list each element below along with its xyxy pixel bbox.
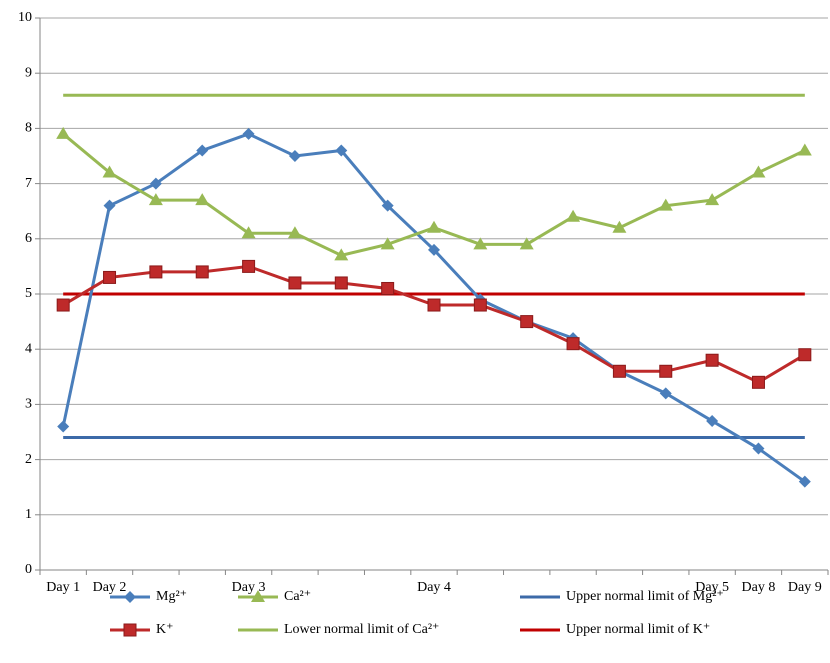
point	[752, 442, 765, 455]
y-tick-label: 8	[25, 121, 32, 136]
point	[149, 265, 163, 279]
point	[659, 364, 673, 378]
point	[473, 237, 488, 250]
point	[195, 193, 210, 206]
point	[706, 414, 719, 427]
y-tick-label: 1	[25, 507, 32, 522]
legend-marker	[251, 590, 265, 602]
point	[473, 298, 487, 312]
point	[103, 199, 116, 212]
point	[102, 165, 117, 178]
point	[334, 248, 349, 261]
x-tick-label: Day 3	[232, 580, 266, 595]
point	[242, 127, 255, 140]
x-tick-label: Day 8	[742, 580, 776, 595]
point	[335, 144, 348, 157]
legend-marker	[124, 591, 136, 603]
point	[56, 126, 71, 139]
point	[659, 387, 672, 400]
point	[798, 348, 812, 362]
point	[751, 165, 766, 178]
y-tick-label: 6	[25, 231, 32, 246]
point	[566, 337, 580, 351]
point	[612, 364, 626, 378]
y-tick-label: 10	[18, 10, 32, 25]
x-tick-label: Day 5	[695, 580, 729, 595]
point	[56, 298, 70, 312]
point	[519, 237, 534, 250]
point	[381, 281, 395, 295]
series-line	[62, 132, 806, 257]
series-line	[62, 264, 806, 385]
point	[705, 193, 720, 206]
point	[428, 243, 440, 256]
legend-label: Mg²⁺	[156, 589, 187, 604]
point	[427, 298, 441, 312]
x-tick-label: Day 4	[417, 580, 451, 595]
y-tick-label: 3	[25, 397, 32, 412]
legend-marker	[123, 623, 137, 637]
point	[149, 177, 162, 190]
legend-label: Lower normal limit of Ca²⁺	[284, 622, 439, 637]
point	[288, 150, 301, 162]
x-tick-label: Day 2	[93, 580, 127, 595]
point	[705, 353, 719, 367]
point	[381, 199, 394, 212]
point	[566, 209, 581, 222]
y-tick-label: 9	[25, 65, 32, 80]
point	[427, 220, 441, 233]
point	[242, 259, 256, 273]
point	[103, 270, 117, 284]
x-tick-label: Day 1	[46, 580, 80, 595]
legend-label: Upper normal limit of K⁺	[566, 622, 710, 637]
legend-label: Ca²⁺	[284, 589, 311, 604]
y-tick-label: 7	[25, 176, 32, 191]
point	[380, 237, 395, 250]
point	[658, 198, 673, 211]
point	[797, 143, 812, 156]
point	[798, 475, 811, 488]
point	[196, 144, 209, 157]
point	[334, 276, 348, 290]
legend-label: K⁺	[156, 622, 174, 637]
y-tick-label: 0	[25, 562, 32, 577]
y-tick-label: 2	[25, 452, 32, 467]
legend-label: Upper normal limit of Mg²⁺	[566, 589, 724, 604]
y-tick-label: 4	[25, 341, 32, 356]
point	[57, 420, 70, 433]
point	[241, 226, 256, 239]
point	[148, 193, 163, 206]
y-tick-label: 5	[25, 286, 32, 301]
point	[520, 315, 534, 329]
point	[288, 276, 302, 290]
point	[287, 226, 302, 239]
point	[612, 220, 627, 233]
point	[751, 375, 765, 389]
point	[195, 265, 209, 279]
x-tick-label: Day 9	[788, 580, 822, 595]
